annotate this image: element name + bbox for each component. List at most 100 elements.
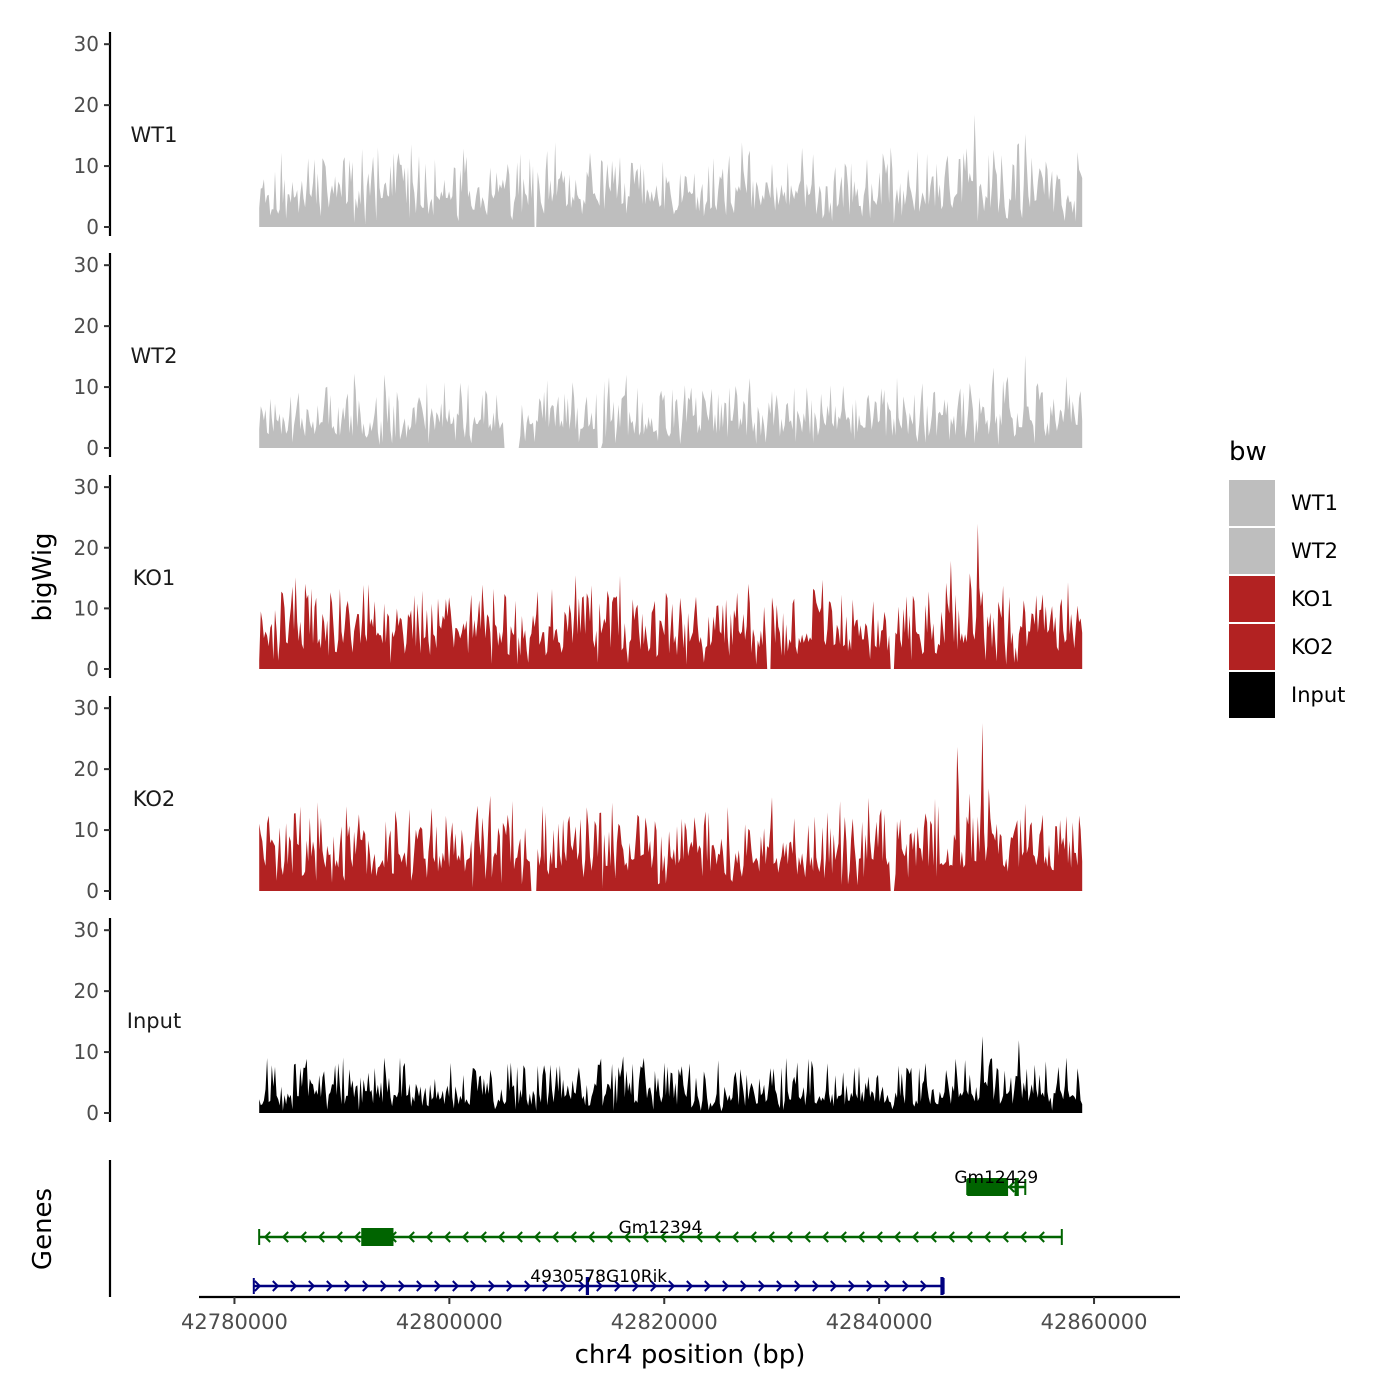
strand-arrow (803, 1231, 811, 1243)
strand-arrow (479, 1231, 487, 1243)
strand-arrow (587, 1231, 595, 1243)
strand-arrow (884, 1280, 892, 1292)
strand-arrow (911, 1231, 919, 1243)
strand-arrow (524, 1280, 532, 1292)
legend-label-wt2: WT2 (1291, 539, 1338, 563)
strand-arrow (380, 1280, 388, 1292)
strand-arrow (659, 1231, 667, 1243)
signal-area-ko1 (259, 523, 1083, 669)
track-label: WT2 (131, 344, 178, 368)
strand-arrow (263, 1231, 271, 1243)
strand-arrow (731, 1231, 739, 1243)
strand-arrow (299, 1231, 307, 1243)
strand-arrow (335, 1231, 343, 1243)
strand-arrow (362, 1280, 370, 1292)
strand-arrow (272, 1280, 280, 1292)
gene-exon (585, 1277, 590, 1295)
x-tick-label: 42860000 (1041, 1310, 1148, 1334)
y-tick-label: 0 (86, 215, 99, 239)
x-tick-label: 42820000 (611, 1310, 718, 1334)
strand-arrow (317, 1231, 325, 1243)
strand-arrow (578, 1280, 586, 1292)
strand-arrow (794, 1280, 802, 1292)
y-tick-label: 10 (74, 375, 99, 399)
legend-key-ko1 (1229, 576, 1275, 622)
signal-area-ko2 (259, 723, 1083, 891)
y-axis-title: bigWig (28, 532, 58, 621)
strand-arrow (821, 1231, 829, 1243)
gene-exon (940, 1277, 944, 1295)
strand-arrow (893, 1231, 901, 1243)
legend-title: bw (1229, 437, 1267, 467)
legend-label-wt1: WT1 (1291, 491, 1338, 515)
track-label: KO2 (133, 787, 176, 811)
legend-label-input: Input (1291, 683, 1345, 707)
y-tick-label: 10 (74, 154, 99, 178)
strand-arrow (641, 1231, 649, 1243)
strand-arrow (947, 1231, 955, 1243)
y-tick-label: 20 (74, 536, 99, 560)
legend-key-wt2 (1229, 528, 1275, 574)
track-label: WT1 (131, 123, 178, 147)
x-tick-label: 42840000 (826, 1310, 933, 1334)
gene-label: Gm12429 (954, 1168, 1038, 1188)
strand-arrow (407, 1231, 415, 1243)
track-label: KO1 (133, 566, 176, 590)
gene-exon (361, 1228, 394, 1246)
strand-arrow (569, 1231, 577, 1243)
gene-label: Gm12394 (619, 1218, 703, 1238)
strand-arrow (920, 1280, 928, 1292)
strand-arrow (785, 1231, 793, 1243)
strand-arrow (749, 1231, 757, 1243)
strand-arrow (1037, 1231, 1045, 1243)
strand-arrow (875, 1231, 883, 1243)
strand-arrow (281, 1231, 289, 1243)
strand-arrow (722, 1280, 730, 1292)
strand-arrow (902, 1280, 910, 1292)
legend-label-ko1: KO1 (1291, 587, 1334, 611)
x-tick-label: 42780000 (181, 1310, 288, 1334)
y-tick-label: 20 (74, 979, 99, 1003)
gene-track: Gm12429 Gm12394 4930578G10Rik (108, 1160, 1063, 1297)
signal-area-input (259, 1036, 1083, 1113)
track-ko2: 0 10 20 30 KO2 (74, 696, 1083, 903)
strand-arrow (713, 1231, 721, 1243)
y-tick-label: 30 (74, 696, 99, 720)
legend-key-input (1229, 672, 1275, 718)
y-tick-label: 30 (74, 918, 99, 942)
legend-key-wt1 (1229, 480, 1275, 526)
strand-arrow (344, 1280, 352, 1292)
strand-arrow (866, 1280, 874, 1292)
strand-arrow (695, 1231, 703, 1243)
legend-key-ko2 (1229, 624, 1275, 670)
strand-arrow (632, 1280, 640, 1292)
strand-arrow (704, 1280, 712, 1292)
strand-arrow (605, 1231, 613, 1243)
strand-arrow (812, 1280, 820, 1292)
strand-arrow (416, 1280, 424, 1292)
strand-arrow (551, 1231, 559, 1243)
y-tick-label: 20 (74, 93, 99, 117)
y-tick-label: 20 (74, 757, 99, 781)
strand-arrow (542, 1280, 550, 1292)
y-tick-label: 20 (74, 314, 99, 338)
x-axis-title: chr4 position (bp) (575, 1340, 806, 1370)
y-tick-label: 30 (74, 475, 99, 499)
strand-arrow (668, 1280, 676, 1292)
strand-arrow (353, 1231, 361, 1243)
strand-arrow (560, 1280, 568, 1292)
strand-arrow (533, 1231, 541, 1243)
strand-arrow (290, 1280, 298, 1292)
strand-arrow (326, 1280, 334, 1292)
signal-area-wt1 (259, 114, 1083, 227)
track-ko1: 0 10 20 30 KO1 (74, 475, 1083, 681)
gene-label: 4930578G10Rik (530, 1267, 667, 1287)
strand-arrow (470, 1280, 478, 1292)
strand-arrow (308, 1280, 316, 1292)
y-tick-label: 30 (74, 253, 99, 277)
gene-4930578g10rik: 4930578G10Rik (252, 1267, 945, 1295)
track-label: Input (127, 1009, 181, 1033)
strand-arrow (650, 1280, 658, 1292)
x-axis: 42780000 42800000 42820000 42840000 42860000 (181, 1295, 1180, 1334)
track-input: 0 10 20 30 Input (74, 918, 1083, 1125)
